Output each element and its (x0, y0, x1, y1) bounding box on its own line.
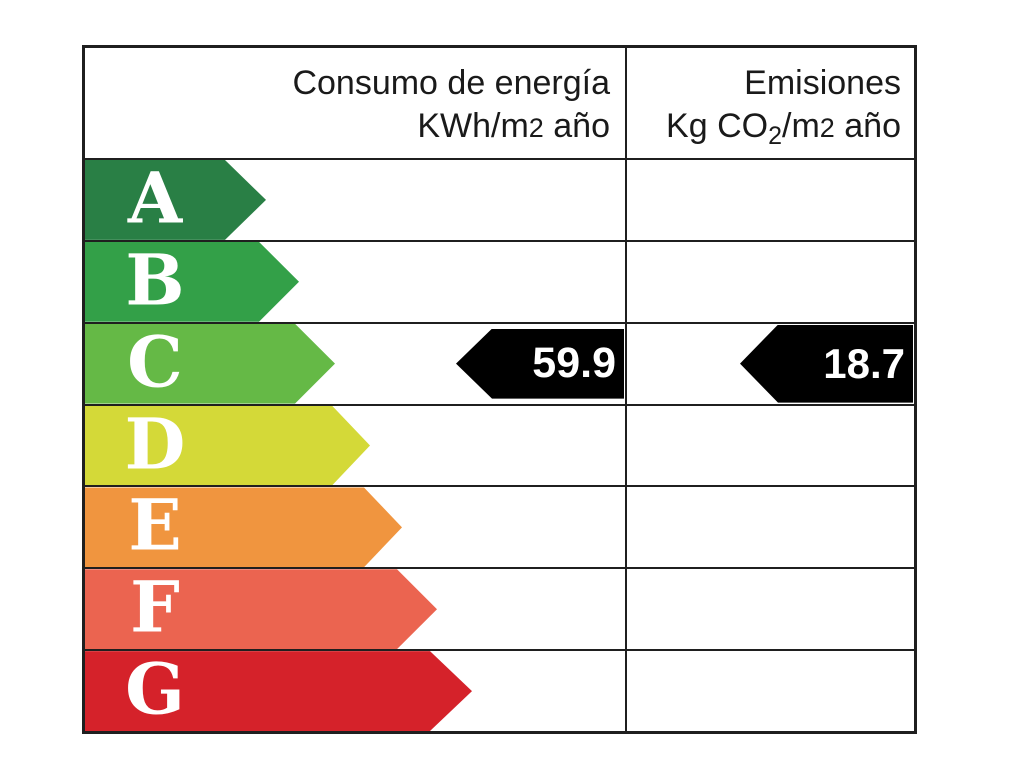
rating-grade-label-a: A (127, 156, 183, 240)
rating-row-a: A (85, 160, 914, 242)
consumption-value: 59.9 (532, 339, 616, 388)
emissions-value: 18.7 (823, 339, 905, 387)
co2-subscript: 2 (768, 122, 782, 150)
rating-row-b: B (85, 238, 914, 324)
squared-sign: 2 (819, 113, 835, 143)
consumption-cell-f: F (85, 565, 625, 650)
rating-grade-label-c: C (127, 320, 183, 404)
squared-sign: 2 (528, 113, 544, 143)
rating-arrow-f: F (85, 565, 437, 650)
consumption-cell-c: C 59.9 (85, 320, 625, 404)
consumption-cell-e: E (85, 483, 625, 568)
emissions-value-arrow: 18.7 (740, 324, 913, 403)
emissions-cell-a (625, 160, 914, 240)
consumption-header-line2: KWh/m2 año (417, 107, 610, 145)
emissions-cell-e (625, 487, 914, 568)
consumption-value-arrow: 59.9 (456, 328, 624, 399)
emissions-cell-f (625, 569, 914, 650)
rating-grade-label-d: D (124, 402, 186, 486)
consumption-cell-a: A (85, 160, 625, 240)
consumption-cell-b: B (85, 238, 625, 322)
rating-grade-label-f: F (130, 565, 180, 649)
consumption-header: Consumo de energía KWh/m2 año (85, 48, 625, 158)
emissions-header: Emisiones Kg CO2/m2 año (625, 48, 914, 158)
emissions-cell-b (625, 241, 914, 322)
rating-arrow-e: E (85, 483, 402, 568)
rating-rows: A B C 59.9 18.7 D E F G (85, 160, 914, 732)
rating-arrow-b: B (85, 238, 299, 322)
consumption-header-line1: Consumo de energía (292, 64, 610, 102)
emissions-header-line1: Emisiones (744, 64, 901, 102)
rating-row-d: D (85, 402, 914, 488)
consumption-cell-d: D (85, 402, 625, 486)
emissions-cell-g (625, 651, 914, 732)
rating-arrow-c: C (85, 320, 335, 404)
emissions-cell-c: 18.7 (625, 323, 914, 404)
rating-row-e: E (85, 483, 914, 570)
rating-row-f: F (85, 565, 914, 652)
rating-row-c: C 59.9 18.7 (85, 320, 914, 406)
rating-table: Consumo de energía KWh/m2 año Emisiones … (82, 45, 917, 734)
rating-arrow-g: G (85, 647, 472, 732)
rating-grade-label-b: B (125, 238, 185, 322)
emissions-cell-d (625, 405, 914, 486)
emissions-header-line2: Kg CO2/m2 año (666, 107, 901, 150)
rating-arrow-a: A (85, 156, 266, 240)
rating-arrow-d: D (85, 402, 370, 486)
rating-grade-label-g: G (125, 647, 185, 731)
rating-grade-label-e: E (128, 483, 182, 567)
consumption-cell-g: G (85, 647, 625, 732)
table-header: Consumo de energía KWh/m2 año Emisiones … (85, 48, 914, 160)
rating-row-g: G (85, 647, 914, 732)
